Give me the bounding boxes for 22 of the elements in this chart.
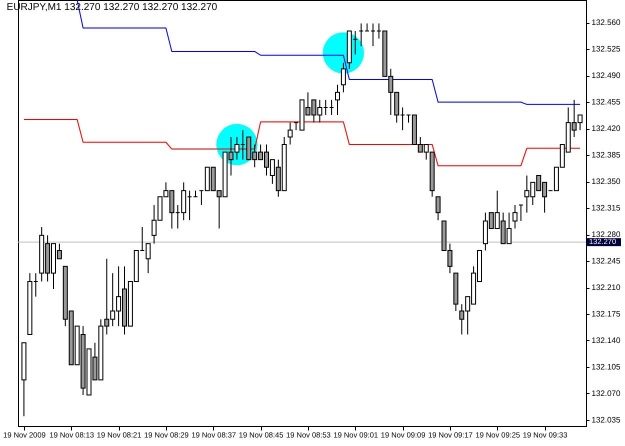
candlestick (512, 204, 518, 230)
y-tick-label: 132.175 (592, 310, 621, 319)
y-tick-label: 132.420 (592, 124, 621, 134)
y-tick-label: 132.035 (592, 415, 621, 424)
y-tick-label: 132.560 (592, 18, 621, 28)
y-tick-label: 132.385 (592, 150, 621, 160)
y-tick-label: 132.315 (592, 204, 621, 213)
y-tick-label: 132.105 (592, 362, 621, 372)
y-tick-label: 132.350 (592, 177, 621, 186)
y-tick-label: 132.070 (592, 388, 621, 398)
line-series (23, 119, 581, 166)
y-tick-label: 132.245 (592, 256, 621, 266)
y-tick-label: 132.280 (592, 230, 621, 240)
candlestick (288, 122, 293, 146)
y-tick-label: 132.210 (592, 283, 621, 292)
y-tick-label: 132.140 (592, 336, 621, 345)
candlestick (340, 62, 346, 93)
y-tick-label: 132.455 (592, 98, 621, 107)
y-tick-label: 132.490 (592, 71, 621, 80)
y-tick-label: 132.525 (592, 44, 621, 54)
candlestick (335, 84, 340, 116)
candlestick (436, 196, 441, 221)
